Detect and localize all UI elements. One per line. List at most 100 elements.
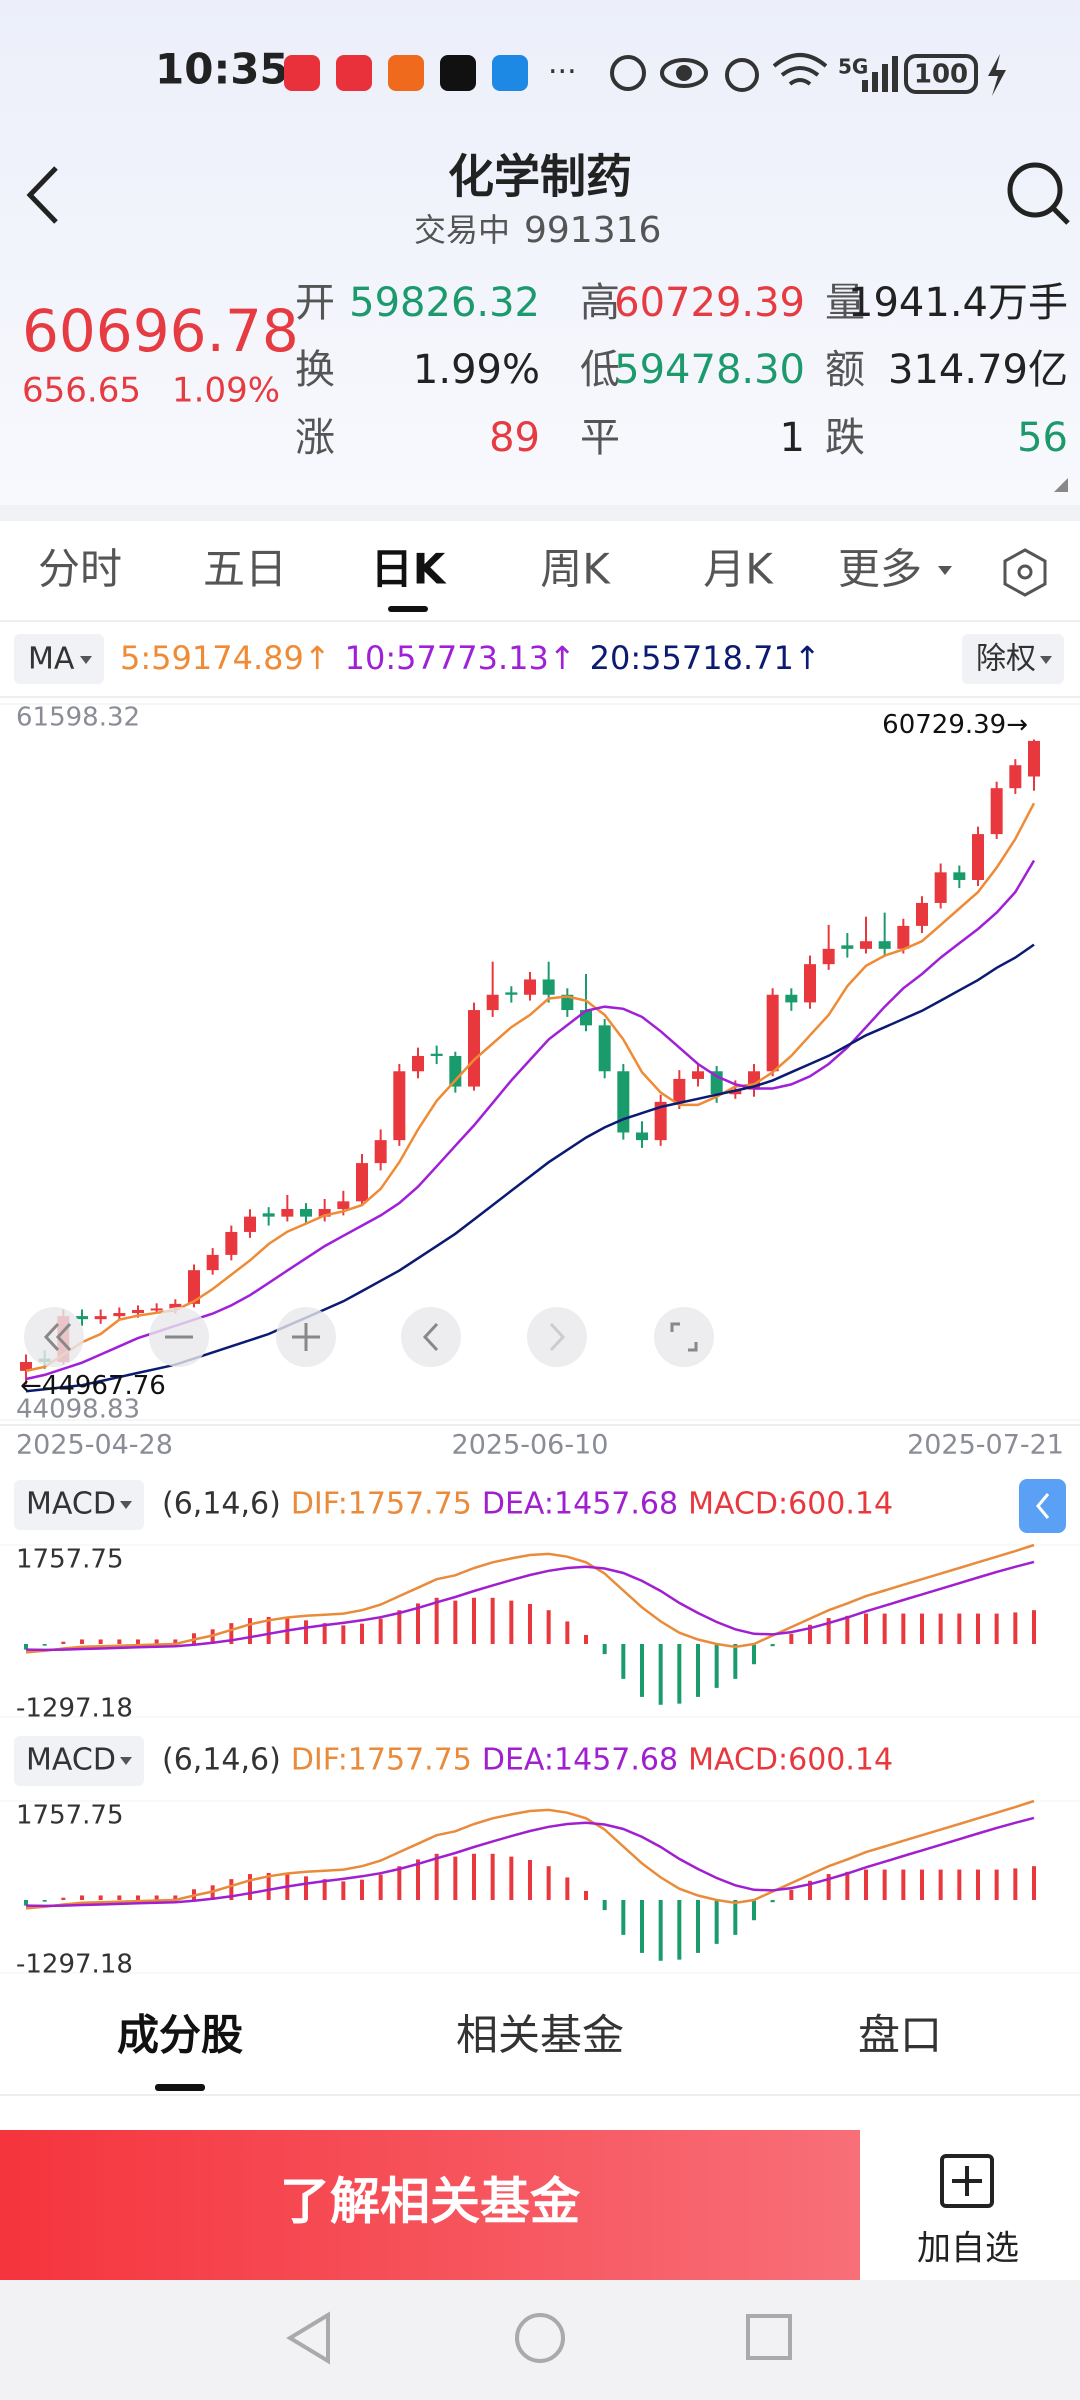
candle-body — [94, 1316, 107, 1320]
macd-bar — [154, 1639, 159, 1644]
candle-body — [617, 1071, 630, 1133]
macd-bar — [733, 1899, 738, 1935]
period-tab[interactable]: 五日 — [203, 545, 287, 594]
stat-label: 低 — [580, 347, 620, 393]
macd-line — [25, 1799, 1035, 1910]
macd-bar — [378, 1618, 383, 1644]
fullscreen[interactable] — [654, 1307, 714, 1367]
macd-bar — [864, 1869, 868, 1900]
macd-bar — [453, 1600, 458, 1644]
macd-bar — [266, 1616, 271, 1644]
stat-value: 59826.32 — [349, 280, 540, 326]
stat-label: 额 — [825, 347, 865, 393]
macd-bar — [154, 1895, 159, 1900]
macd-legend-item: DEA:1457.68 — [482, 1743, 678, 1778]
stat-label: 跌 — [825, 415, 865, 461]
macd-panel: MACD (6,14,6) DIF:1757.75 DEA:1457.68 MACD:6… — [0, 1480, 1080, 1724]
period-tab[interactable]: 日K — [371, 545, 447, 594]
collapse-tab[interactable] — [1019, 1479, 1066, 1533]
nav-back[interactable] — [286, 2311, 330, 2365]
macd-bar — [789, 1633, 794, 1644]
back-button[interactable] — [26, 166, 58, 224]
bottom-tab[interactable]: 相关基金 — [456, 2011, 624, 2060]
y-tick-label: 1757.75 — [16, 1545, 124, 1575]
candle-body — [20, 1362, 32, 1371]
macd-params: (6,14,6) — [162, 1487, 281, 1522]
stat-value: 1941.4万手 — [848, 280, 1068, 326]
search-button[interactable] — [1007, 162, 1070, 225]
macd-selector[interactable] — [14, 1480, 144, 1530]
y-tick-label: 61598.32 — [16, 703, 140, 733]
macd-line — [25, 1816, 1035, 1908]
candle-body — [206, 1254, 219, 1271]
macd-line — [25, 1543, 1035, 1654]
primary-button[interactable] — [0, 2130, 860, 2280]
period-tab[interactable]: 分时 — [38, 545, 122, 594]
zoom-fast-back[interactable] — [24, 1307, 84, 1367]
macd-bar — [248, 1874, 252, 1900]
macd-bar — [826, 1618, 831, 1644]
macd-bar — [696, 1899, 700, 1953]
candle-body — [393, 1071, 406, 1141]
adjust-selector[interactable] — [962, 634, 1064, 684]
indicator-divider — [0, 696, 1080, 698]
bottom-tabs-bg — [0, 1990, 1080, 2094]
nav-recents[interactable] — [746, 2314, 792, 2360]
macd-bar — [826, 1874, 831, 1900]
period-tab[interactable]: 更多 — [838, 545, 922, 594]
stat-label: 涨 — [295, 415, 335, 461]
settings-button[interactable] — [1003, 548, 1047, 597]
macd-bar — [304, 1620, 308, 1644]
macd-bar — [1032, 1610, 1036, 1644]
macd-bar — [322, 1879, 327, 1900]
candle-body — [822, 948, 835, 965]
macd-bar — [360, 1623, 364, 1644]
macd-bar — [677, 1899, 682, 1960]
candle-body — [486, 994, 499, 1011]
macd-bar — [80, 1639, 84, 1644]
candle-body — [561, 994, 574, 1011]
macd-bar — [472, 1853, 476, 1900]
stat-label: 高 — [580, 280, 620, 326]
move-right[interactable] — [527, 1307, 587, 1367]
macd-bar — [957, 1613, 962, 1644]
candle-body — [76, 1316, 88, 1320]
candle-body — [766, 994, 779, 1072]
candle-body — [729, 1089, 742, 1095]
candle-body — [505, 992, 518, 995]
macd-selector[interactable] — [14, 1736, 144, 1786]
candle-body — [356, 1163, 368, 1202]
candle-body — [374, 1140, 387, 1164]
macd-bar — [976, 1613, 980, 1644]
macd-bar — [248, 1618, 252, 1644]
macd-bar — [714, 1899, 719, 1944]
macd-bar — [640, 1899, 644, 1953]
section-divider — [0, 505, 1080, 521]
collapse-tab-icon — [1036, 1493, 1050, 1519]
nav-home[interactable] — [515, 2313, 565, 2363]
adjust-label: 除权 — [976, 642, 1036, 677]
move-left[interactable] — [401, 1307, 461, 1367]
macd-bar — [341, 1881, 346, 1900]
ma-selector[interactable] — [14, 634, 104, 684]
period-tab[interactable]: 月K — [703, 545, 774, 594]
last-price: 60696.78 — [22, 297, 299, 365]
stat-value: 89 — [489, 415, 540, 461]
macd-bar — [341, 1625, 346, 1644]
macd-selector-caret — [120, 1757, 132, 1765]
active-tab-indicator — [388, 606, 428, 612]
macd-bar — [528, 1859, 532, 1900]
macd-bar — [546, 1610, 551, 1644]
stat-label: 量 — [825, 280, 865, 326]
macd-selector-label: MACD — [26, 1743, 116, 1778]
macd-bar — [621, 1643, 626, 1679]
macd-bar — [696, 1643, 700, 1697]
macd-legend-item: DEA:1457.68 — [482, 1487, 678, 1522]
expand-corner[interactable] — [1054, 478, 1068, 492]
stat-label: 平 — [580, 415, 620, 461]
macd-bar — [733, 1643, 738, 1679]
period-tab[interactable]: 周K — [540, 545, 611, 594]
bottom-tab[interactable]: 成分股 — [117, 2011, 243, 2060]
bottom-tab[interactable]: 盘口 — [858, 2011, 942, 2060]
